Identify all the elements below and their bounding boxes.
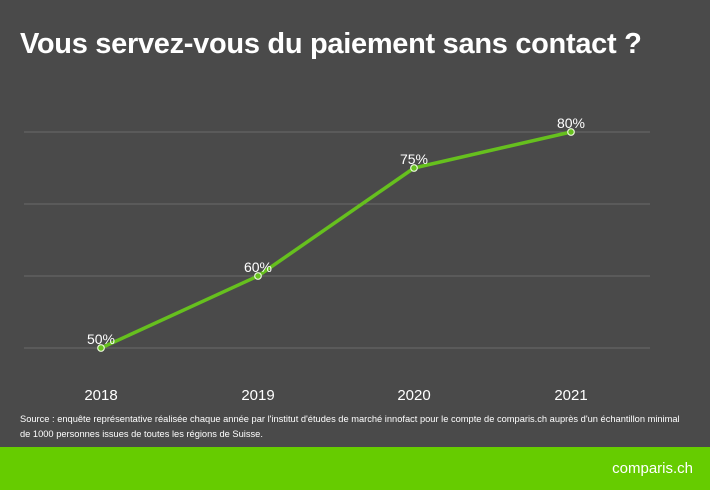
data-point [567, 128, 575, 136]
x-tick-label: 2021 [554, 387, 587, 404]
data-label: 75% [400, 151, 428, 167]
source-note: Source : enquête représentative réalisée… [20, 414, 680, 439]
chart-title: Vous servez-vous du paiement sans contac… [20, 28, 642, 60]
data-label: 50% [87, 331, 115, 347]
data-point [97, 344, 105, 352]
line-chart: 50% 2018 60% 2019 75% 2020 80% 2021 [24, 115, 650, 404]
x-tick-label: 2020 [397, 387, 430, 404]
data-label: 60% [244, 259, 272, 275]
data-point [410, 164, 418, 172]
x-tick-label: 2018 [84, 387, 117, 404]
comparis-logo[interactable]: comparis.ch [612, 460, 693, 477]
data-point [254, 272, 262, 280]
footer-band: comparis.ch [0, 447, 710, 490]
x-tick-label: 2019 [241, 387, 274, 404]
data-label: 80% [557, 115, 585, 131]
series-line [100, 130, 572, 350]
